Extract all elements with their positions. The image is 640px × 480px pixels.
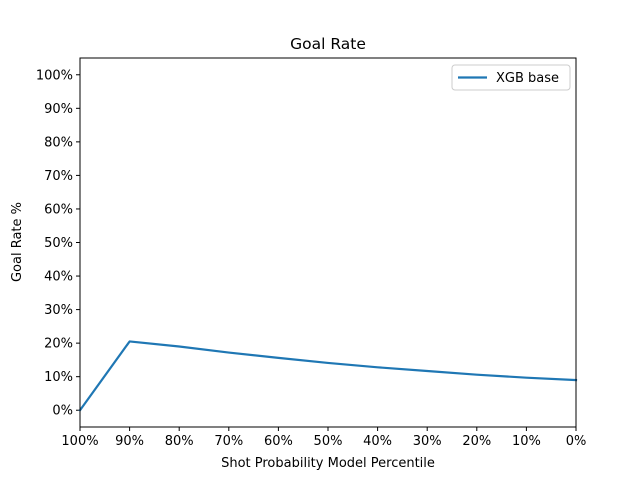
- x-tick-label: 100%: [61, 434, 98, 449]
- legend-label: XGB base: [496, 71, 559, 86]
- x-tick-label: 10%: [512, 434, 541, 449]
- legend: XGB base: [451, 64, 571, 91]
- y-tick-label: 50%: [44, 236, 73, 251]
- x-tick-label: 60%: [264, 434, 293, 449]
- series-layer: [78, 340, 578, 412]
- series-line: [78, 340, 578, 412]
- x-tick-label: 70%: [214, 434, 243, 449]
- y-tick-label: 60%: [44, 202, 73, 217]
- y-tick-label: 10%: [44, 370, 73, 385]
- y-tick-label: 70%: [44, 169, 73, 184]
- chart-title: Goal Rate: [290, 35, 366, 53]
- x-tick-label: 90%: [115, 434, 144, 449]
- y-tick-label: 80%: [44, 135, 73, 150]
- x-tick-label: 50%: [314, 434, 343, 449]
- x-tick-label: 40%: [363, 434, 392, 449]
- y-axis-label: Goal Rate %: [10, 202, 25, 282]
- x-tick-label: 80%: [165, 434, 194, 449]
- x-axis-label: Shot Probability Model Percentile: [221, 456, 435, 471]
- x-tick-label: 30%: [413, 434, 442, 449]
- y-tick-label: 40%: [44, 270, 73, 285]
- x-tick-label: 0%: [566, 434, 587, 449]
- y-tick-label: 100%: [36, 68, 73, 83]
- y-axis-ticks: 0% 10% 20% 30% 40% 50% 60% 70% 80% 90% 100%: [36, 68, 80, 419]
- legend-box: [451, 64, 571, 91]
- y-tick-label: 20%: [44, 337, 73, 352]
- y-tick-label: 90%: [44, 102, 73, 117]
- plot-area-frame: [79, 57, 577, 428]
- y-tick-label: 30%: [44, 303, 73, 318]
- y-tick-label: 0%: [52, 404, 73, 419]
- x-tick-label: 20%: [462, 434, 491, 449]
- x-axis-ticks: 100% 90% 80% 70% 60% 50% 40% 30% 20% 10% 0%: [61, 427, 586, 449]
